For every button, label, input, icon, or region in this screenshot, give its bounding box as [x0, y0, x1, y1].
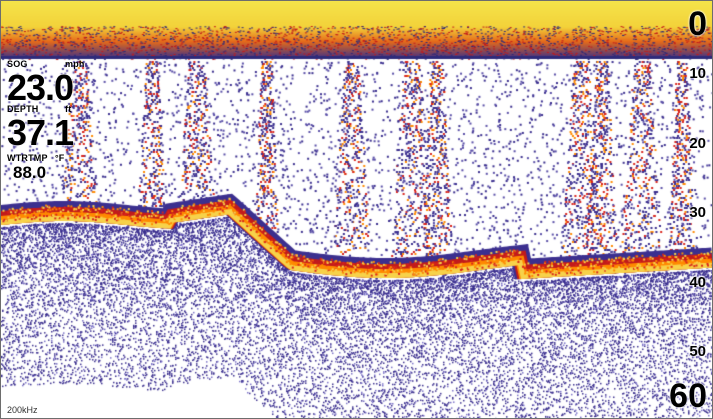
depth-tick-50: 50 [689, 343, 706, 360]
depth-unit: ft [65, 104, 72, 114]
water-temp-label-row: WTRTMP °F [7, 153, 64, 164]
sog-readout: SOG mph 23.0 [7, 59, 84, 108]
frequency-label: 200kHz [7, 405, 38, 415]
depth-value: 37.1 [7, 112, 74, 153]
depth-label: DEPTH [7, 104, 39, 114]
water-temp-label: WTRTMP [7, 153, 48, 163]
sog-label-row: SOG mph [7, 59, 84, 70]
water-temp-unit: °F [55, 153, 65, 163]
sog-value: 23.0 [7, 67, 74, 108]
depth-label-row: DEPTH ft [7, 104, 73, 115]
depth-tick-40: 40 [689, 274, 706, 291]
depth-tick-30: 30 [689, 204, 706, 221]
depth-scale-bottom: 60 [669, 377, 707, 415]
depth-scale-top: 0 [688, 5, 707, 43]
sog-unit: mph [65, 59, 85, 69]
depth-tick-10: 10 [689, 65, 706, 82]
sog-label: SOG [7, 59, 28, 69]
depth-readout: DEPTH ft 37.1 [7, 104, 74, 153]
depth-tick-20: 20 [689, 135, 706, 152]
water-temp-value: 88.0 [13, 163, 47, 182]
water-temp-readout: WTRTMP °F 88.0 [7, 153, 64, 182]
